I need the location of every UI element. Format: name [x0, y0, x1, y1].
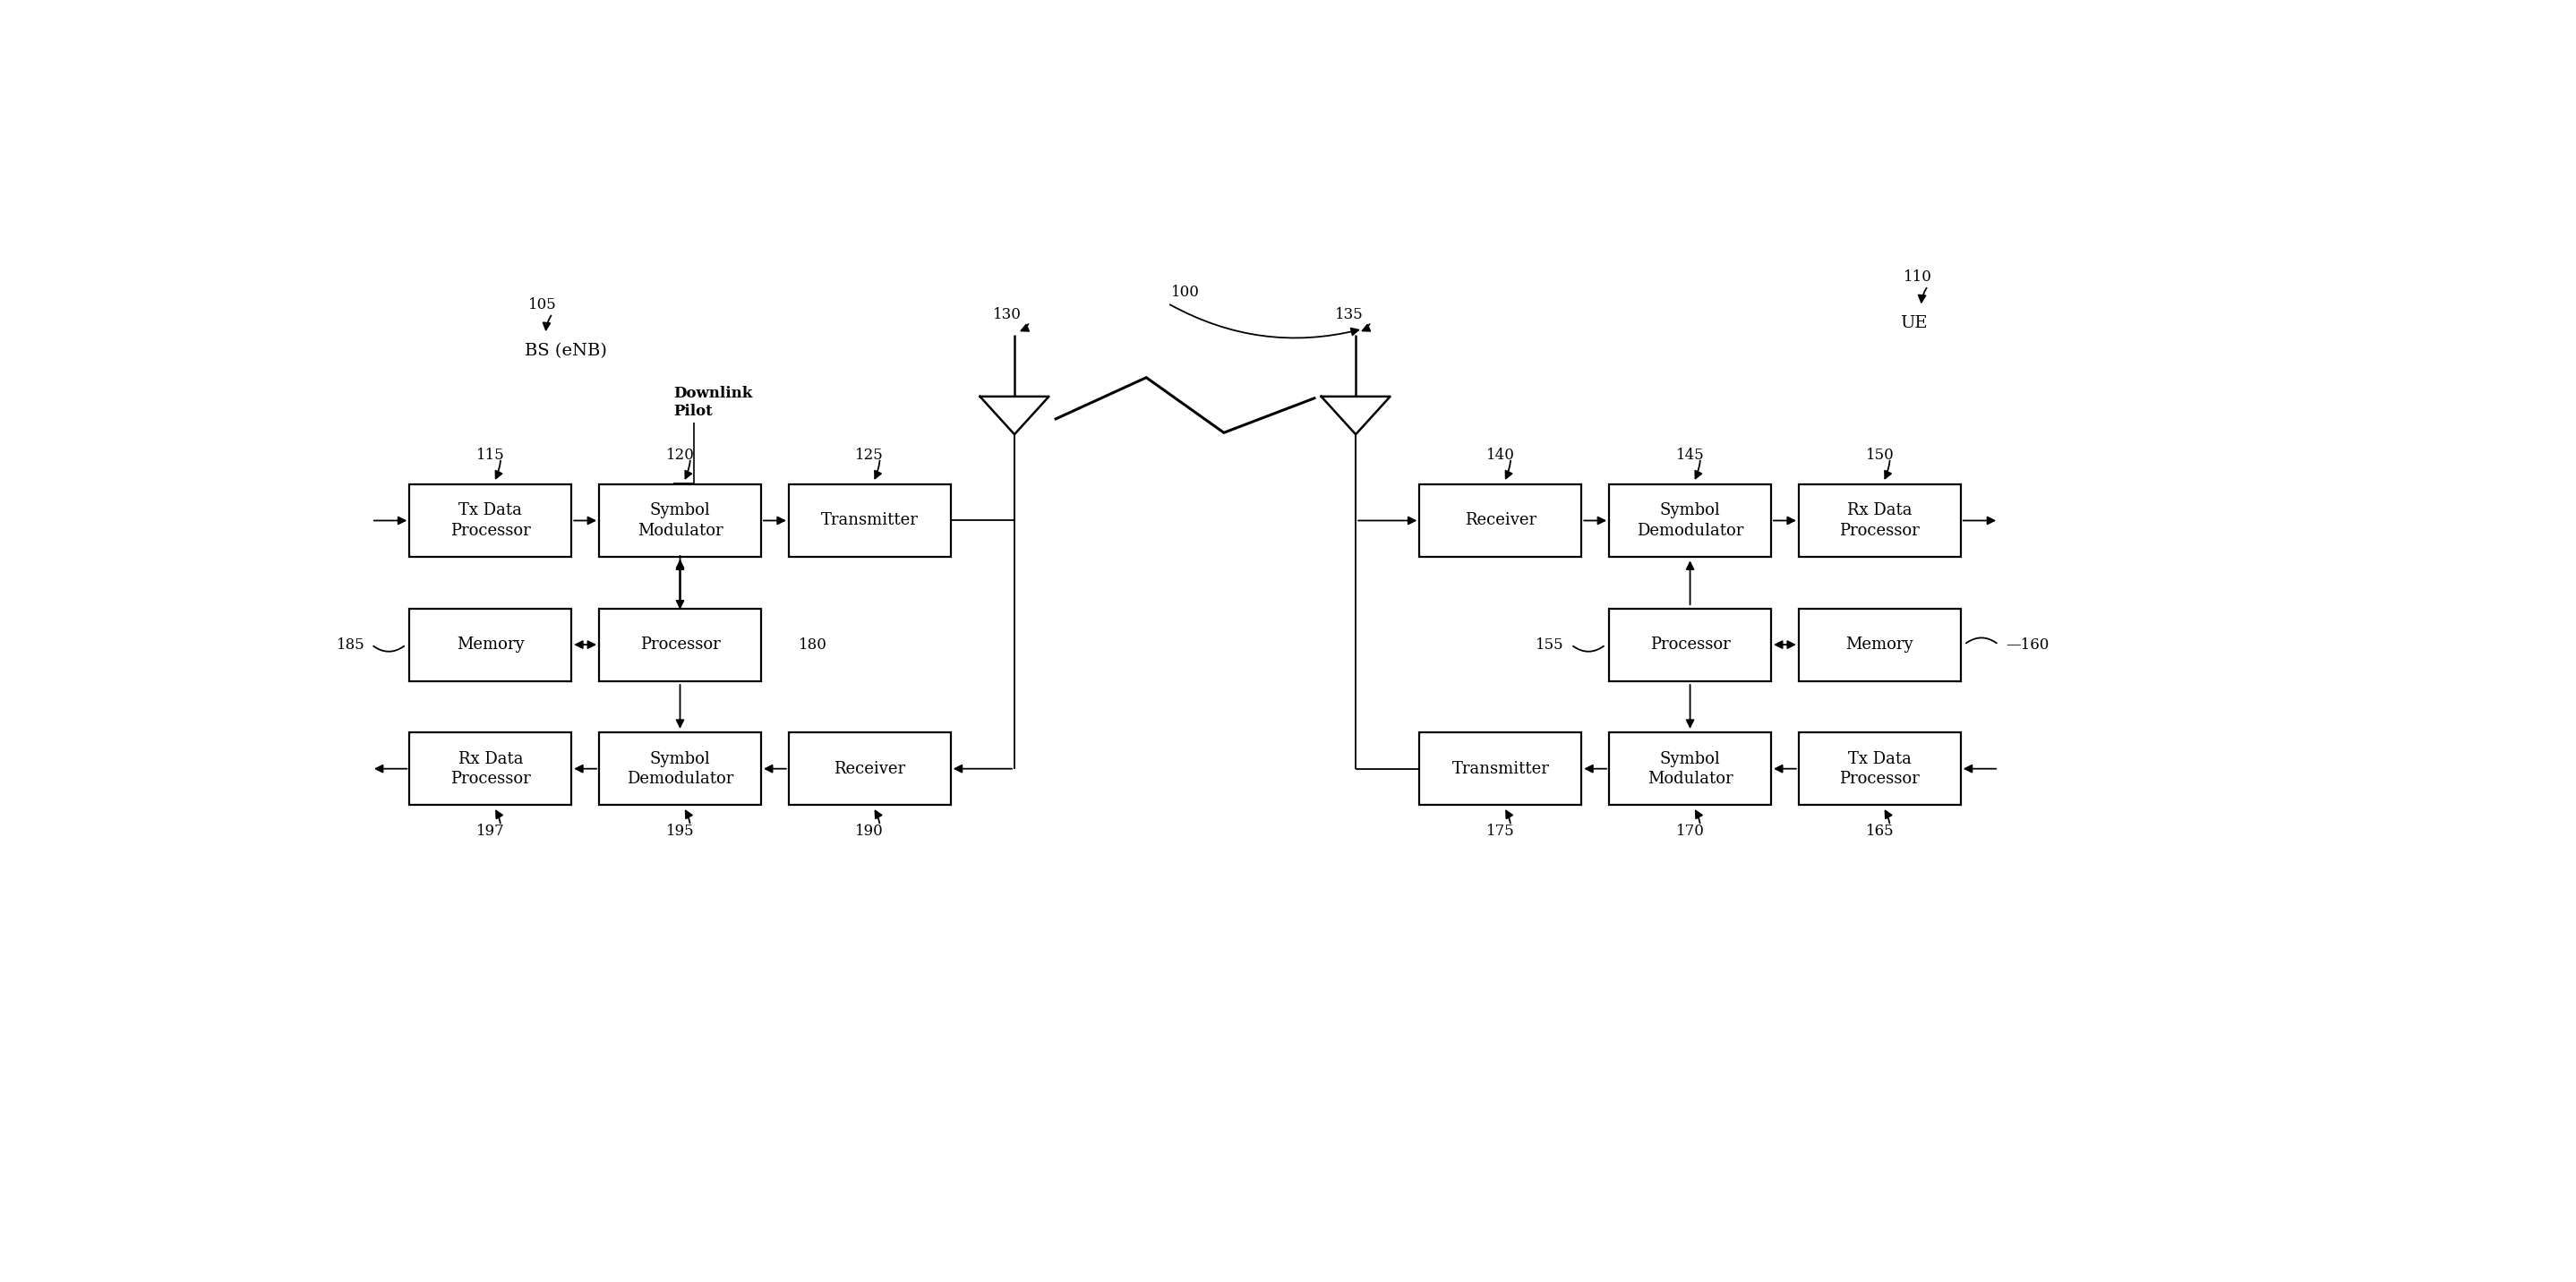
Text: 105: 105	[528, 297, 556, 312]
Text: Receiver: Receiver	[1466, 513, 1535, 528]
Text: 145: 145	[1677, 447, 1705, 463]
Text: Memory: Memory	[1847, 637, 1914, 653]
FancyArrowPatch shape	[1919, 288, 1927, 303]
Text: 190: 190	[855, 823, 884, 838]
FancyArrowPatch shape	[1170, 305, 1358, 338]
Bar	[410, 732, 572, 805]
Bar	[1798, 485, 1960, 556]
Text: 120: 120	[665, 447, 696, 463]
Text: 185: 185	[337, 637, 366, 653]
Text: 175: 175	[1486, 823, 1515, 838]
FancyArrowPatch shape	[1507, 810, 1512, 823]
FancyArrowPatch shape	[685, 460, 690, 478]
Text: 180: 180	[799, 637, 827, 653]
Bar	[600, 485, 760, 556]
Bar	[1798, 609, 1960, 681]
Bar	[410, 609, 572, 681]
Text: 195: 195	[667, 823, 693, 838]
Text: 170: 170	[1677, 823, 1705, 838]
Text: 135: 135	[1334, 306, 1363, 322]
Bar	[410, 485, 572, 556]
FancyArrowPatch shape	[1363, 324, 1370, 331]
Text: —160: —160	[2007, 637, 2048, 653]
Bar	[1610, 609, 1772, 681]
Bar	[1419, 485, 1582, 556]
Bar	[1419, 732, 1582, 805]
Text: Transmitter: Transmitter	[1453, 760, 1548, 777]
Bar	[1798, 732, 1960, 805]
Bar	[788, 485, 951, 556]
Text: Tx Data
Processor: Tx Data Processor	[1839, 751, 1919, 787]
FancyArrowPatch shape	[495, 460, 502, 478]
FancyArrowPatch shape	[1695, 810, 1703, 823]
Text: Downlink
Pilot: Downlink Pilot	[672, 386, 752, 419]
Bar	[1610, 485, 1772, 556]
Text: Memory: Memory	[456, 637, 526, 653]
FancyArrowPatch shape	[1020, 324, 1028, 331]
Text: 155: 155	[1535, 637, 1564, 653]
Text: Rx Data
Processor: Rx Data Processor	[451, 751, 531, 787]
FancyArrowPatch shape	[876, 460, 881, 478]
Bar	[600, 609, 760, 681]
Text: 110: 110	[1904, 269, 1932, 285]
Text: 100: 100	[1172, 285, 1200, 300]
Text: 140: 140	[1486, 447, 1515, 463]
Text: BS (eNB): BS (eNB)	[526, 344, 608, 359]
Bar	[600, 732, 760, 805]
Text: Symbol
Modulator: Symbol Modulator	[636, 503, 724, 538]
Bar	[1610, 732, 1772, 805]
FancyArrowPatch shape	[1504, 460, 1512, 478]
Text: Tx Data
Processor: Tx Data Processor	[451, 503, 531, 538]
FancyArrowPatch shape	[1695, 460, 1703, 478]
Text: Symbol
Demodulator: Symbol Demodulator	[1636, 503, 1744, 538]
Text: Symbol
Modulator: Symbol Modulator	[1646, 751, 1734, 787]
Text: Processor: Processor	[639, 637, 721, 653]
FancyArrowPatch shape	[1886, 810, 1891, 823]
Text: UE: UE	[1901, 315, 1927, 332]
FancyArrowPatch shape	[544, 315, 551, 329]
Text: 115: 115	[477, 447, 505, 463]
Bar	[788, 732, 951, 805]
Text: Transmitter: Transmitter	[822, 513, 920, 528]
Text: 197: 197	[477, 823, 505, 838]
FancyArrowPatch shape	[497, 810, 502, 823]
Text: 165: 165	[1865, 823, 1893, 838]
FancyArrowPatch shape	[685, 810, 693, 823]
Text: Rx Data
Processor: Rx Data Processor	[1839, 503, 1919, 538]
Text: 150: 150	[1865, 447, 1893, 463]
Text: 130: 130	[994, 306, 1023, 322]
Text: 125: 125	[855, 447, 884, 463]
Text: Receiver: Receiver	[835, 760, 907, 777]
FancyArrowPatch shape	[1886, 460, 1891, 478]
FancyArrowPatch shape	[876, 810, 881, 823]
Text: Symbol
Demodulator: Symbol Demodulator	[626, 751, 734, 787]
Text: Processor: Processor	[1649, 637, 1731, 653]
